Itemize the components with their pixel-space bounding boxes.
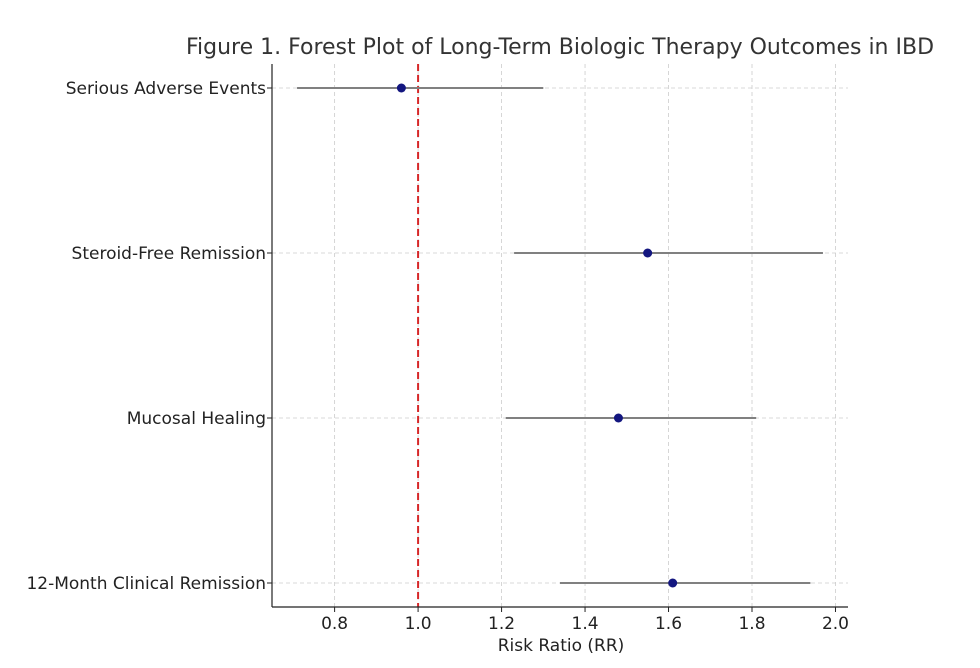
axes	[271, 64, 848, 608]
point-estimate	[643, 248, 653, 258]
x-tick-label: 1.8	[738, 614, 765, 634]
grid-lines	[272, 64, 848, 607]
y-tick-label: Serious Adverse Events	[66, 79, 266, 99]
x-tick-label: 0.8	[321, 614, 348, 634]
x-tick-label: 1.6	[655, 614, 682, 634]
x-axis-title: Risk Ratio (RR)	[498, 636, 625, 656]
point-estimate	[668, 578, 678, 588]
y-tick-label: Steroid-Free Remission	[72, 244, 266, 264]
point-estimates	[396, 83, 678, 588]
chart-title: Figure 1. Forest Plot of Long-Term Biolo…	[186, 35, 934, 60]
x-ticks: 0.8 1.0 1.2 1.4 1.6 1.8 2.0	[321, 607, 849, 634]
confidence-intervals	[297, 87, 823, 584]
x-tick-label: 1.0	[405, 614, 432, 634]
y-tick-label: Mucosal Healing	[127, 409, 266, 429]
point-estimate	[396, 83, 406, 93]
y-tick-label: 12-Month Clinical Remission	[26, 574, 266, 594]
y-ticks: Serious Adverse Events Steroid-Free Remis…	[26, 79, 272, 594]
point-estimate	[613, 413, 623, 423]
x-tick-label: 2.0	[822, 614, 849, 634]
x-tick-label: 1.4	[572, 614, 599, 634]
x-tick-label: 1.2	[488, 614, 515, 634]
